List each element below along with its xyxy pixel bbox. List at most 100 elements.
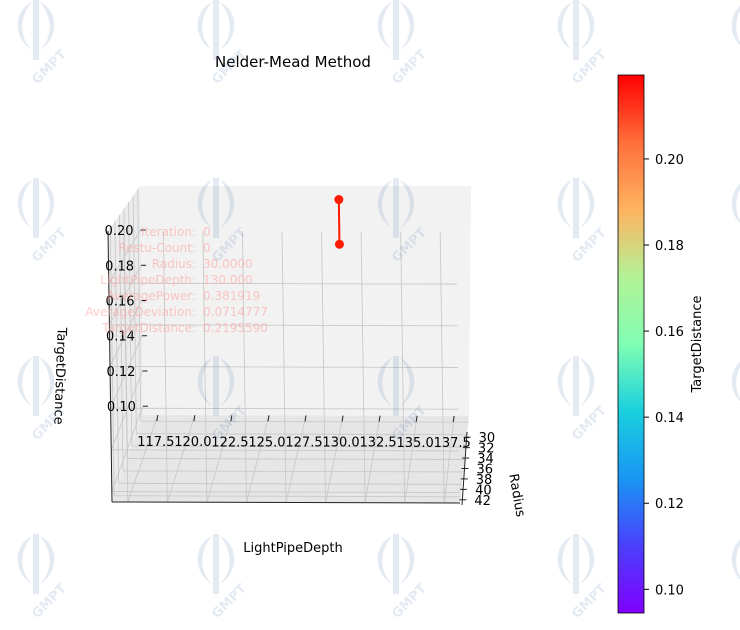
annotation-label: TargetDistance: (101, 321, 196, 335)
annotation-value: 0.381919 (203, 289, 260, 303)
z-tick-label: 0.12 (106, 365, 135, 380)
grid-line-y-side (132, 195, 137, 434)
z-axis-label: TargetDistance (50, 326, 68, 425)
z-tick-label: 0.10 (107, 400, 136, 415)
y-tick-label: 32 (478, 442, 495, 457)
annotation-label: AveragePower: (107, 289, 196, 303)
x-tick-mark (415, 415, 418, 422)
watermark-logo: GMPT (557, 534, 610, 622)
data-point (334, 239, 344, 249)
watermark-logo: GMPT (731, 362, 740, 402)
grid-line-y (118, 482, 462, 485)
y-axis-label: Radius (505, 473, 527, 519)
z-tick-label: 0.18 (105, 259, 134, 274)
colorbar-tick-label: 0.14 (655, 411, 684, 426)
chart-title: Nelder-Mead Method (215, 53, 371, 71)
colorbar-tick-label: 0.20 (655, 153, 684, 168)
x-tick-mark (230, 415, 233, 422)
annotation-label: Radius: (152, 257, 196, 271)
annotation-label: Iteration: (141, 225, 196, 239)
annotation-label: Restu-Count: (118, 241, 196, 255)
x-tick-mark (378, 415, 381, 422)
x-tick-label: 125.0 (248, 435, 285, 450)
watermark-logo: GMPT (557, 356, 610, 444)
x-ticks: 117.5 120.0 122.5 125.0 127.5 130.0 132.5 135.0… (137, 414, 471, 451)
z-tick-label: 0.20 (105, 224, 134, 239)
grid-line-y (114, 495, 461, 498)
watermark-logo: GMPT (731, 184, 740, 224)
x-tick-mark (267, 415, 270, 422)
y-tick-label: 42 (474, 494, 491, 509)
y-tick-label: 36 (477, 463, 494, 478)
x-tick-label: 135.0 (397, 436, 434, 451)
colorbar: 0.10 0.12 0.14 0.16 0.18 0.20 TargetDistance (617, 74, 705, 614)
x-tick-label: 120.0 (174, 435, 211, 450)
grid-line-z (109, 366, 459, 368)
grid-line-y (127, 458, 465, 460)
z-ticks: 0.10 0.12 0.14 0.16 0.18 0.20 (105, 224, 148, 415)
x-tick-label: 132.5 (359, 436, 396, 451)
x-tick-mark (193, 415, 196, 422)
watermark-logo: GMPT (17, 0, 70, 88)
z-axis-line (107, 230, 113, 503)
annotation-value: 0.2195590 (203, 321, 268, 335)
x-tick-label: 137.5 (434, 436, 471, 451)
watermark-logo: GMPT (197, 534, 250, 622)
series-layer (334, 195, 344, 249)
annotation-label: AverageDeviation: (85, 305, 196, 319)
colorbar-gradient (617, 74, 645, 614)
colorbar-tick-label: 0.12 (655, 497, 684, 512)
colorbar-label: TargetDistance (690, 295, 705, 393)
grid-line-y-side (128, 202, 133, 447)
x-axis-line (111, 501, 461, 504)
grid-line-y-side (123, 208, 128, 459)
watermark-logo: GMPT (731, 540, 740, 580)
grid-line-z (111, 491, 460, 494)
x-tick-mark (304, 415, 307, 422)
watermark-logo: GMPT (377, 534, 430, 622)
colorbar-tick-label: 0.18 (655, 239, 684, 254)
colorbar-ticks: 0.10 0.12 0.14 0.16 0.18 0.20 (644, 153, 684, 598)
watermark-logo: GMPT (557, 0, 610, 88)
y-tick-label: 30 (479, 431, 496, 446)
grid-line-z (111, 449, 460, 452)
grid-line-y-side (114, 221, 120, 484)
watermark-logo: GMPT (17, 178, 70, 266)
annotation-value: 0 (203, 225, 211, 239)
annotation-box: Iteration: 0 Restu-Count: 0 Radius: 30.0000 Li… (85, 225, 268, 335)
x-tick-mark (156, 414, 159, 422)
watermark-logo: GMPT (557, 178, 610, 266)
data-point (334, 195, 344, 205)
watermark-logo: GMPT (197, 0, 250, 88)
y-tick-label: 40 (475, 483, 492, 498)
z-tick-label: 0.16 (106, 295, 135, 310)
x-tick-label: 130.0 (322, 436, 359, 451)
annotation-label: LightPipeDepth: (100, 273, 196, 287)
grid-line-y-side (118, 214, 124, 471)
y-tick-label: 38 (476, 473, 493, 488)
grid-lines (108, 189, 469, 504)
x-tick-mark (341, 415, 344, 422)
colorbar-tick-label: 0.10 (655, 583, 684, 598)
annotation-value: 130.000 (203, 273, 253, 287)
x-tick-label: 117.5 (137, 435, 174, 450)
axes-3d: 117.5 120.0 122.5 125.0 127.5 130.0 132.5 135.0… (85, 186, 495, 509)
annotation-value: 0 (203, 241, 211, 255)
grid-line-z (110, 407, 459, 410)
grid-line-z (109, 324, 458, 327)
grid-line-y (140, 420, 469, 423)
x-tick-mark (452, 415, 455, 423)
annotation-value: 30.0000 (203, 257, 253, 271)
grid-line-y-side (109, 227, 115, 496)
colorbar-tick-label: 0.16 (655, 325, 684, 340)
y-tick-label: 34 (477, 452, 494, 467)
grid-line-y-side (137, 189, 142, 422)
grid-line-y (136, 433, 468, 436)
annotation-value: 0.0714777 (203, 305, 268, 319)
x-tick-label: 122.5 (211, 435, 248, 450)
series-line (337, 199, 341, 245)
x-axis-label: LightPipeDepth (243, 541, 342, 556)
z-tick-label: 0.14 (106, 330, 135, 345)
